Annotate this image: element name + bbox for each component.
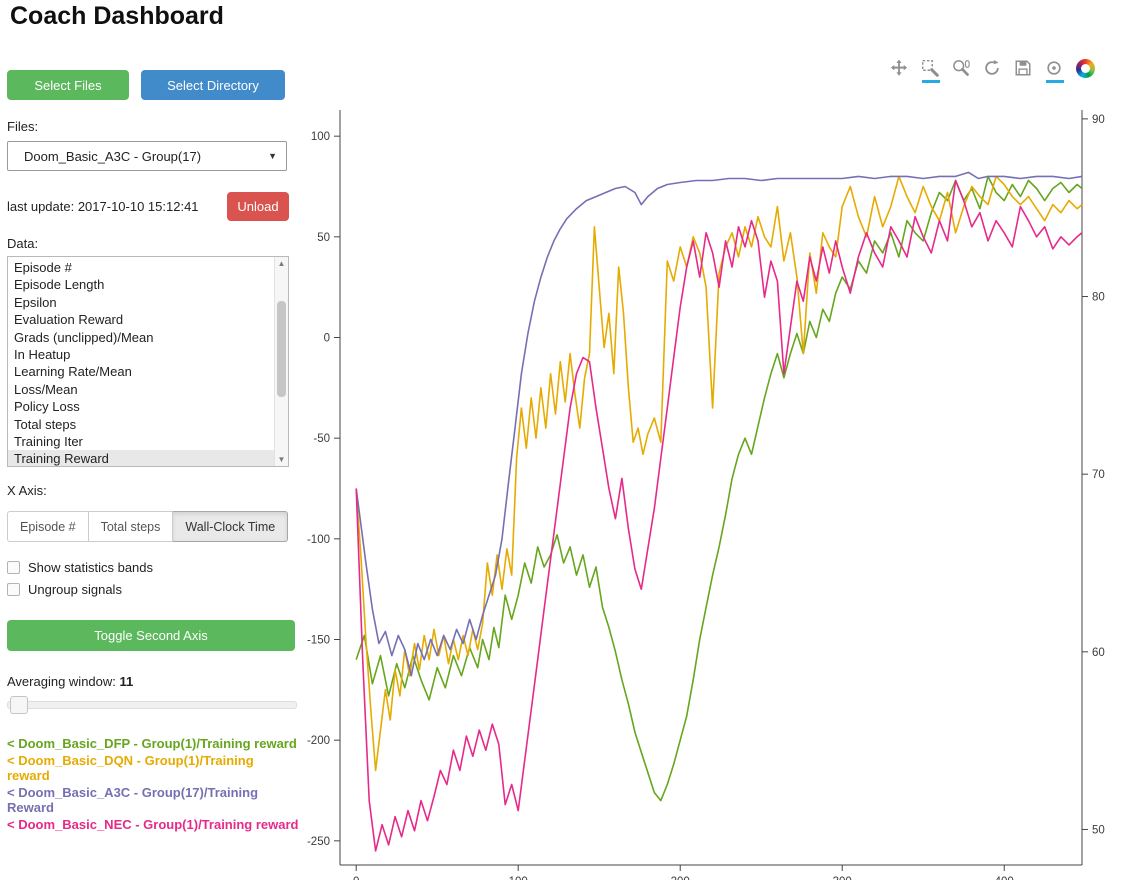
y-tick-label-right: 50 (1092, 824, 1105, 836)
y-tick-label-left: 100 (311, 131, 330, 143)
file-buttons-row: Select Files Select Directory (7, 70, 299, 100)
bokeh-logo-icon (1076, 58, 1095, 78)
last-update-text: last update: 2017-10-10 15:12:41 (7, 199, 199, 214)
scroll-up-icon[interactable]: ▲ (277, 259, 286, 268)
chart-panel: 0 100 200 300 400 100 50 0 -50 -100 -150 -200 -250 90… (300, 52, 1142, 881)
checkbox-row-show-statistics-bands: Show statistics bands (7, 556, 299, 578)
data-list-item-grads-unclipped-mean[interactable]: Grads (unclipped)/Mean (14, 329, 154, 345)
save-tool-button[interactable] (1012, 56, 1036, 80)
save-icon (1014, 59, 1034, 77)
averaging-window-slider[interactable] (7, 696, 297, 714)
sidebar: Select Files Select Directory Files: Doo… (7, 70, 299, 833)
series-line-doom-basic-dfp-group-1-training-reward (355, 175, 1083, 802)
data-list-item-loss-mean[interactable]: Loss/Mean (14, 381, 78, 397)
x-tick-label: 300 (833, 876, 852, 880)
averaging-window-label: Averaging window: (7, 674, 116, 689)
x-axis-option-episode[interactable]: Episode # (7, 511, 89, 542)
y-tick-label-right: 60 (1092, 647, 1105, 659)
show-statistics-bands-checkbox[interactable] (7, 560, 20, 574)
legend-entry[interactable]: < Doom_Basic_A3C - Group(17)/Training Re… (7, 784, 259, 816)
pan-icon (890, 59, 910, 77)
x-axis-option-wall-clock-time[interactable]: Wall-Clock Time (173, 511, 289, 542)
data-list-item-episode[interactable]: Episode # (14, 260, 72, 275)
box-zoom-icon (921, 59, 941, 77)
pan-tool-button[interactable] (888, 56, 912, 80)
wheel-zoom-tool-button[interactable] (950, 56, 974, 80)
x-axis-label: X Axis: (7, 483, 47, 498)
legend-entry[interactable]: < Doom_Basic_DFP - Group(1)/Training rew… (7, 736, 297, 751)
reset-icon (983, 59, 1003, 77)
data-list-item-evaluation-reward[interactable]: Evaluation Reward (14, 312, 124, 328)
data-list-item-training-iter[interactable]: Training Iter (14, 433, 83, 449)
x-axis-option-total-steps[interactable]: Total steps (88, 511, 174, 542)
x-tick-label: 100 (509, 876, 528, 880)
data-listbox[interactable]: Episode # Episode Length Epsilon Evaluation… (7, 256, 289, 467)
y-tick-label-right: 80 (1092, 292, 1105, 304)
page-title: Coach Dashboard (10, 2, 224, 30)
data-list-item-learning-rate-mean[interactable]: Learning Rate/Mean (14, 364, 132, 380)
hover-tool-button[interactable] (1043, 56, 1067, 83)
box-zoom-tool-button[interactable] (919, 56, 943, 83)
bokeh-toolbar (888, 56, 1098, 83)
reset-tool-button[interactable] (981, 56, 1005, 80)
y-tick-label-left: -200 (307, 735, 330, 747)
plot-area[interactable] (340, 110, 1082, 865)
averaging-window-row: Averaging window: 11 (7, 674, 299, 689)
unload-button[interactable]: Unload (227, 192, 289, 221)
slider-handle[interactable] (10, 696, 28, 714)
checkbox-row-ungroup-signals: Ungroup signals (7, 578, 299, 600)
data-list-item-epsilon[interactable]: Epsilon (14, 294, 57, 310)
series-line-doom-basic-nec-group-1-training-reward (355, 179, 1083, 852)
data-list-item-training-reward[interactable]: Training Reward (8, 450, 288, 466)
averaging-window-value: 11 (119, 674, 134, 689)
y-tick-label-left: -50 (313, 433, 330, 445)
series-line-doom-basic-a3c-group-17-training-reward (355, 171, 1083, 677)
files-label: Files: (7, 119, 39, 134)
toggle-second-axis-button[interactable]: Toggle Second Axis (7, 620, 295, 651)
data-list-scroll-thumb[interactable] (277, 301, 286, 397)
chart-svg: 0 100 200 300 400 100 50 0 -50 -100 -150 -200 -250 90… (307, 110, 1105, 880)
files-select-value: Doom_Basic_A3C - Group(17) (24, 148, 202, 164)
dropdown-arrow-icon: ▼ (268, 151, 277, 161)
y-tick-label-left: 50 (317, 232, 330, 244)
y-tick-label-right: 90 (1092, 114, 1105, 126)
x-axis-segmented-control: Episode # Total steps Wall-Clock Time (7, 511, 299, 542)
bokeh-logo-button[interactable] (1074, 56, 1098, 80)
data-list-item-in-heatup[interactable]: In Heatup (14, 346, 71, 362)
checkbox-label: Show statistics bands (28, 559, 154, 575)
last-update-row: last update: 2017-10-10 15:12:41 Unload (7, 192, 289, 221)
select-directory-button[interactable]: Select Directory (141, 70, 285, 100)
legend-entry[interactable]: < Doom_Basic_NEC - Group(1)/Training rew… (7, 816, 299, 832)
x-tick-label: 400 (995, 876, 1014, 880)
checkbox-label: Ungroup signals (28, 581, 122, 597)
data-label: Data: (7, 236, 39, 251)
data-list-item-policy-loss[interactable]: Policy Loss (14, 399, 80, 415)
y-tick-label-right: 70 (1092, 469, 1105, 481)
wheel-zoom-icon (952, 59, 972, 77)
y-tick-label-left: -100 (307, 534, 330, 546)
checkbox-group: Show statistics bands Ungroup signals (7, 556, 299, 600)
ungroup-signals-checkbox[interactable] (7, 582, 20, 596)
y-tick-label-left: 0 (324, 333, 330, 345)
data-list-item-episode-length[interactable]: Episode Length (14, 277, 105, 293)
x-tick-label: 0 (353, 876, 359, 880)
scroll-down-icon[interactable]: ▼ (277, 455, 286, 464)
legend: < Doom_Basic_DFP - Group(1)/Training rew… (7, 736, 299, 832)
files-select[interactable]: Doom_Basic_A3C - Group(17) ▼ (7, 141, 287, 171)
legend-entry[interactable]: < Doom_Basic_DQN - Group(1)/Training rew… (7, 752, 254, 784)
y-tick-label-left: -250 (307, 836, 330, 848)
y-tick-label-left: -150 (307, 635, 330, 647)
data-list-items: Episode # Episode Length Epsilon Evaluation… (8, 257, 288, 466)
select-files-button[interactable]: Select Files (7, 70, 129, 100)
data-list-item-total-steps[interactable]: Total steps (14, 416, 77, 432)
hover-icon (1045, 59, 1065, 77)
x-tick-label: 200 (671, 876, 690, 880)
